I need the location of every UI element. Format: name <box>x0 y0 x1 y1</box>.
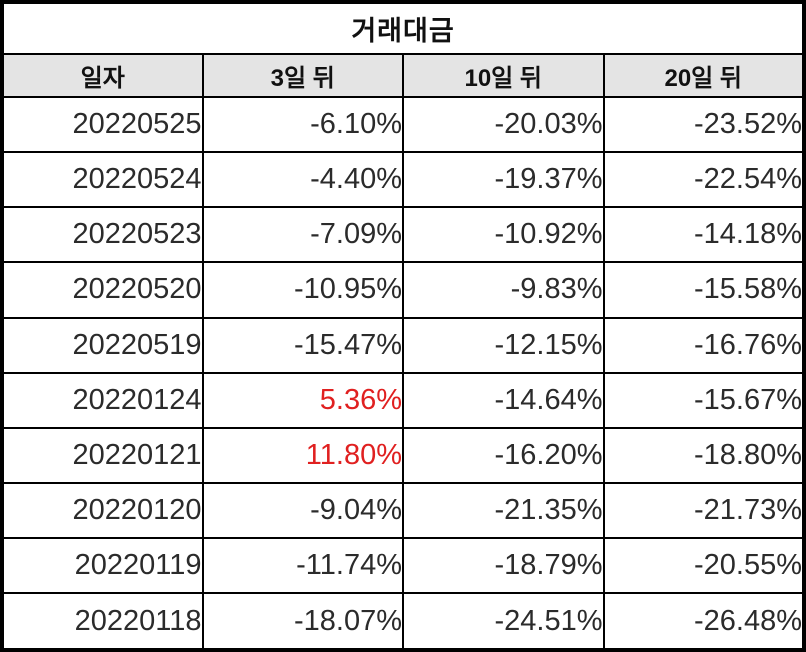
column-header-3days: 3일 뒤 <box>201 53 404 98</box>
value-cell: -23.52% <box>602 95 805 154</box>
table-row: 20220519 -15.47% -12.15% -16.76% <box>1 316 805 374</box>
value-cell: -9.83% <box>402 261 605 319</box>
table-row: 20220523 -7.09% -10.92% -14.18% <box>1 206 805 264</box>
column-header-date: 일자 <box>1 53 204 98</box>
table-row: 20220520 -10.95% -9.83% -15.58% <box>1 261 805 319</box>
table-row: 20220118 -18.07% -24.51% -26.48% <box>1 592 805 651</box>
table-row: 20220124 5.36% -14.64% -15.67% <box>1 371 805 429</box>
date-cell: 20220124 <box>1 371 204 429</box>
value-cell: -4.40% <box>201 151 404 209</box>
value-cell: -20.03% <box>402 95 605 154</box>
table-body: 20220525 -6.10% -20.03% -23.52% 20220524 -4.4… <box>1 95 805 651</box>
value-cell: -18.79% <box>402 537 605 595</box>
value-cell: -10.95% <box>201 261 404 319</box>
table-row: 20220121 11.80% -16.20% -18.80% <box>1 426 805 484</box>
value-cell: -6.10% <box>201 95 404 154</box>
value-cell: -16.76% <box>602 316 805 374</box>
value-cell: -15.47% <box>201 316 404 374</box>
value-cell: -10.92% <box>402 206 605 264</box>
value-cell: -7.09% <box>201 206 404 264</box>
value-cell: -26.48% <box>602 592 805 651</box>
value-cell: -16.20% <box>402 426 605 484</box>
value-cell: -11.74% <box>201 537 404 595</box>
value-cell: -18.07% <box>201 592 404 651</box>
date-cell: 20220519 <box>1 316 204 374</box>
table-row: 20220525 -6.10% -20.03% -23.52% <box>1 95 805 154</box>
value-cell: -21.35% <box>402 481 605 540</box>
date-cell: 20220524 <box>1 151 204 209</box>
table-row: 20220120 -9.04% -21.35% -21.73% <box>1 481 805 540</box>
date-cell: 20220523 <box>1 206 204 264</box>
value-cell: -15.58% <box>602 261 805 319</box>
value-cell: -19.37% <box>402 151 605 209</box>
value-cell: 5.36% <box>201 371 404 429</box>
value-cell: -20.55% <box>602 537 805 595</box>
table-row: 20220524 -4.40% -19.37% -22.54% <box>1 151 805 209</box>
date-cell: 20220118 <box>1 592 204 651</box>
value-cell: -24.51% <box>402 592 605 651</box>
date-cell: 20220119 <box>1 537 204 595</box>
value-cell: -22.54% <box>602 151 805 209</box>
table-row: 20220119 -11.74% -18.79% -20.55% <box>1 537 805 595</box>
value-cell: -12.15% <box>402 316 605 374</box>
date-cell: 20220120 <box>1 481 204 540</box>
value-cell: 11.80% <box>201 426 404 484</box>
date-cell: 20220121 <box>1 426 204 484</box>
value-cell: -15.67% <box>602 371 805 429</box>
value-cell: -18.80% <box>602 426 805 484</box>
value-cell: -14.64% <box>402 371 605 429</box>
table-title-row: 거래대금 <box>1 1 805 55</box>
value-cell: -14.18% <box>602 206 805 264</box>
value-cell: -21.73% <box>602 481 805 540</box>
column-header-10days: 10일 뒤 <box>402 53 605 98</box>
date-cell: 20220525 <box>1 95 204 154</box>
table-title: 거래대금 <box>1 1 805 55</box>
column-header-20days: 20일 뒤 <box>602 53 805 98</box>
value-cell: -9.04% <box>201 481 404 540</box>
table-header-row: 일자 3일 뒤 10일 뒤 20일 뒤 <box>1 53 805 98</box>
date-cell: 20220520 <box>1 261 204 319</box>
